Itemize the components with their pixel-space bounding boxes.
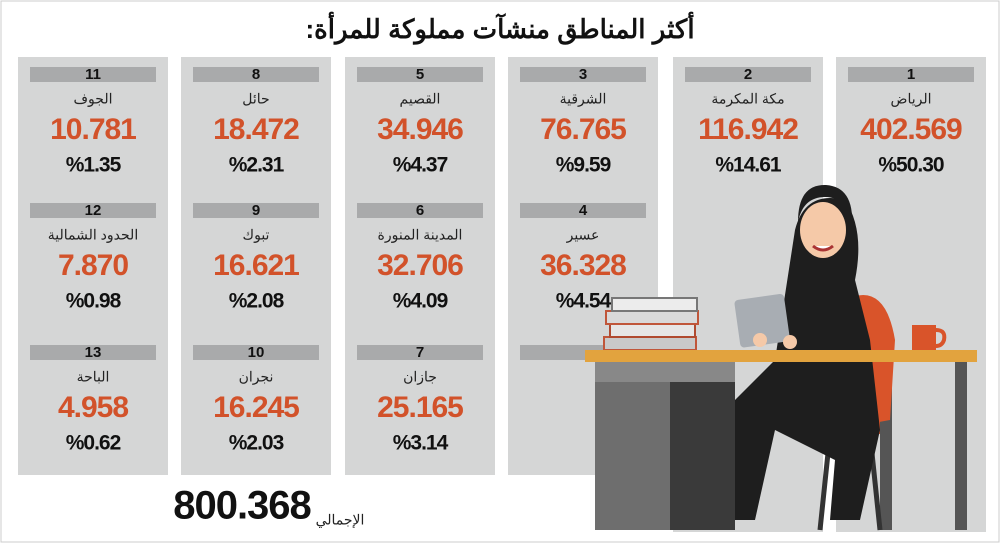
region-percent: %3.14 [393, 432, 449, 455]
region-value: 34.946 [377, 113, 463, 146]
header-bar [193, 203, 319, 218]
region-percent: %14.61 [715, 154, 782, 177]
rank: 11 [85, 66, 101, 83]
rank: 12 [85, 202, 102, 219]
region-value: 4.958 [58, 391, 128, 424]
region-name: القصيم [400, 91, 441, 108]
rank: 1 [907, 66, 915, 83]
region-percent: %1.35 [66, 154, 122, 177]
region-value: 116.942 [698, 113, 798, 146]
header-bar [193, 345, 319, 360]
header-bar [357, 345, 483, 360]
header-bar [685, 67, 811, 82]
region-value: 7.870 [58, 249, 128, 282]
region-percent: %2.08 [229, 290, 285, 313]
header-bar [193, 67, 319, 82]
rank: 3 [579, 66, 587, 83]
region-value: 18.472 [213, 113, 299, 146]
panel [345, 57, 495, 475]
region-name: نجران [239, 369, 274, 386]
region-name: الرياض [891, 91, 932, 108]
region-name: حائل [242, 91, 269, 107]
region-percent: %50.30 [878, 154, 944, 177]
region-name: الباحة [77, 369, 110, 385]
region-percent: %4.54 [556, 290, 612, 313]
header-bar [30, 345, 156, 360]
region-name: الجوف [74, 91, 113, 108]
region-name: الشرقية [560, 91, 607, 108]
rank: 5 [416, 66, 424, 83]
region-value: 10.781 [50, 113, 136, 146]
panel [181, 57, 331, 475]
region-value: 16.245 [213, 391, 299, 424]
header-bar [357, 203, 483, 218]
region-name: المدينة المنورة [378, 227, 463, 244]
rank: 9 [252, 202, 260, 219]
region-value: 36.328 [540, 249, 626, 282]
region-percent: %0.98 [66, 290, 122, 313]
cells: 1 الرياض 402.569 %50.30 2 مكة المكرمة 116.942%… [30, 66, 974, 455]
header-bar [30, 67, 156, 82]
header-bar [357, 67, 483, 82]
rank: 13 [85, 344, 102, 361]
total-label: الإجمالي [316, 512, 365, 529]
panel [18, 57, 168, 475]
rank: 10 [248, 344, 265, 361]
region-name: مكة المكرمة [711, 91, 784, 108]
region-name: الحدود الشمالية [48, 227, 138, 244]
header-bar [520, 67, 646, 82]
region-value: 16.621 [213, 249, 299, 282]
rank: 7 [416, 344, 424, 361]
region-name: عسير [566, 227, 600, 244]
header-bar [520, 203, 646, 218]
region-value: 25.165 [377, 391, 463, 424]
rank: 2 [744, 66, 752, 83]
region-percent: %4.37 [393, 154, 448, 177]
region-percent: %4.09 [393, 290, 448, 313]
rank: 8 [252, 66, 260, 83]
title: أكثر المناطق منشآت مملوكة للمرأة: [305, 11, 694, 45]
rank: 6 [416, 202, 424, 219]
region-name: تبوك [243, 227, 270, 244]
region-name: جازان [403, 369, 437, 386]
region-percent: %2.03 [229, 432, 284, 455]
region-percent: %2.31 [229, 154, 285, 177]
region-percent: %9.59 [556, 154, 611, 177]
region-value: 32.706 [377, 249, 463, 282]
total-value: 800.368 [173, 484, 311, 528]
region-value: 76.765 [540, 113, 626, 146]
region-value: 402.569 [860, 113, 962, 146]
header-bar [30, 203, 156, 218]
header-bar [848, 67, 974, 82]
illustration [585, 184, 977, 531]
rank: 4 [579, 202, 588, 219]
region-percent: %0.62 [66, 432, 121, 455]
